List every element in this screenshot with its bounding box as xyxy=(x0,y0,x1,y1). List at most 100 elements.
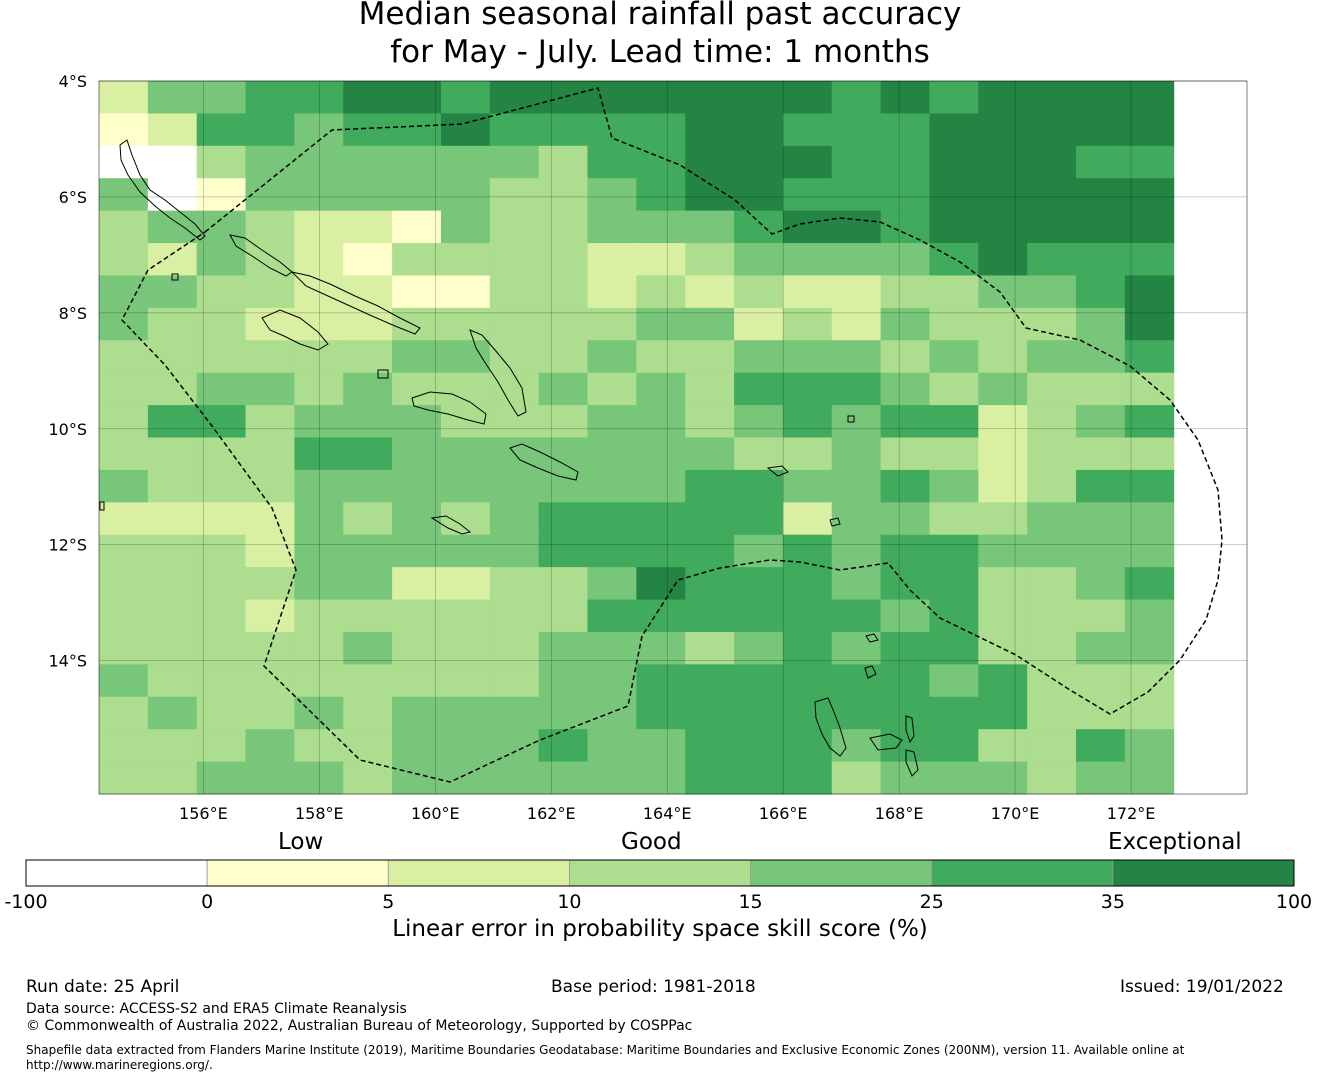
grid-cell xyxy=(440,567,491,601)
grid-cell xyxy=(734,729,784,763)
grid-cell xyxy=(245,372,295,406)
skill-grid-cells xyxy=(99,81,1175,795)
grid-cell xyxy=(831,113,882,147)
grid-cell xyxy=(196,405,247,438)
small-island-6 xyxy=(99,501,105,511)
grid-cell xyxy=(1076,761,1126,795)
legend-category-good: Good xyxy=(621,829,682,855)
grid-cell xyxy=(978,145,1028,179)
espiritu-santo-coastline xyxy=(814,697,847,757)
grid-cell xyxy=(392,664,442,698)
grid-cell xyxy=(245,307,295,341)
grid-cell xyxy=(440,664,491,698)
colorbar-tick-label: 35 xyxy=(1101,891,1125,913)
grid-cell xyxy=(1124,567,1175,601)
grid-cell xyxy=(245,761,295,795)
grid-cell xyxy=(1027,534,1077,568)
grid-cell xyxy=(880,178,930,212)
grid-cell xyxy=(99,567,149,601)
grid-cell xyxy=(196,567,247,601)
grid-cell xyxy=(538,307,589,341)
grid-cell xyxy=(1124,113,1175,147)
grid-cell xyxy=(99,113,149,147)
grid-cell xyxy=(636,729,686,763)
grid-cell xyxy=(636,178,686,212)
grid-cell xyxy=(294,696,344,730)
grid-cell xyxy=(538,567,589,601)
grid-cell xyxy=(99,340,149,374)
legend-category-low: Low xyxy=(278,829,324,855)
grid-cell xyxy=(245,178,295,212)
grid-cell xyxy=(196,761,247,795)
grid-cell xyxy=(99,631,149,665)
grid-cell xyxy=(392,696,442,730)
grid-cell xyxy=(99,307,149,341)
grid-cell xyxy=(636,243,686,276)
grid-cell xyxy=(343,81,393,114)
grid-cell xyxy=(1076,664,1126,698)
grid-cell xyxy=(929,372,979,406)
grid-cell xyxy=(196,210,247,244)
grid-cell xyxy=(245,534,295,568)
grid-cell xyxy=(831,696,882,730)
grid-cell xyxy=(147,210,198,244)
grid-cell xyxy=(245,437,295,471)
grid-cell xyxy=(734,340,784,374)
grid-cell xyxy=(1076,567,1126,601)
grid-cell xyxy=(489,81,540,114)
grid-cell xyxy=(343,307,393,341)
grid-cell xyxy=(587,307,637,341)
grid-cell xyxy=(440,729,491,763)
grid-cell xyxy=(440,534,491,568)
grid-cell xyxy=(880,372,930,406)
grid-cell xyxy=(1076,437,1126,471)
grid-cell xyxy=(587,469,637,503)
grid-cell xyxy=(929,437,979,471)
efate-coastline xyxy=(864,665,877,679)
grid-cell xyxy=(929,502,979,536)
grid-cell xyxy=(538,534,589,568)
grid-cell xyxy=(1124,761,1175,795)
grid-cell xyxy=(831,210,882,244)
grid-cell xyxy=(978,243,1028,276)
lat-lon-gridlines xyxy=(99,80,1247,794)
grid-cell xyxy=(99,81,149,114)
grid-cell xyxy=(929,631,979,665)
grid-cell xyxy=(685,113,735,147)
grid-cell xyxy=(978,210,1028,244)
latitude-label: 10°S xyxy=(48,420,87,439)
grid-cell xyxy=(147,372,198,406)
grid-cell xyxy=(782,761,833,795)
grid-cell xyxy=(440,502,491,536)
grid-cell xyxy=(343,210,393,244)
grid-cell xyxy=(1076,372,1126,406)
grid-cell xyxy=(782,210,833,244)
grid-cell xyxy=(294,340,344,374)
grid-cell xyxy=(440,243,491,276)
grid-cell xyxy=(587,81,637,114)
grid-cell xyxy=(734,631,784,665)
grid-cell xyxy=(538,437,589,471)
grid-cell xyxy=(489,145,540,179)
grid-cell xyxy=(196,340,247,374)
colorbar-segment xyxy=(206,859,389,887)
grid-cell xyxy=(587,243,637,276)
grid-cell xyxy=(245,210,295,244)
grid-cell xyxy=(685,729,735,763)
grid-cell xyxy=(1027,113,1077,147)
grid-cell xyxy=(538,372,589,406)
grid-cell xyxy=(294,405,344,438)
grid-cell xyxy=(1076,599,1126,633)
grid-cell xyxy=(734,307,784,341)
colorbar xyxy=(25,859,1295,887)
grid-cell xyxy=(1124,372,1175,406)
grid-cell xyxy=(147,469,198,503)
colorbar-tick-label: 10 xyxy=(557,891,581,913)
grid-cell xyxy=(1027,210,1077,244)
grid-cell xyxy=(245,696,295,730)
longitude-label: 166°E xyxy=(759,804,808,823)
grid-cell xyxy=(587,437,637,471)
grid-cell xyxy=(343,599,393,633)
grid-cell xyxy=(99,145,149,179)
grid-cell xyxy=(1124,631,1175,665)
